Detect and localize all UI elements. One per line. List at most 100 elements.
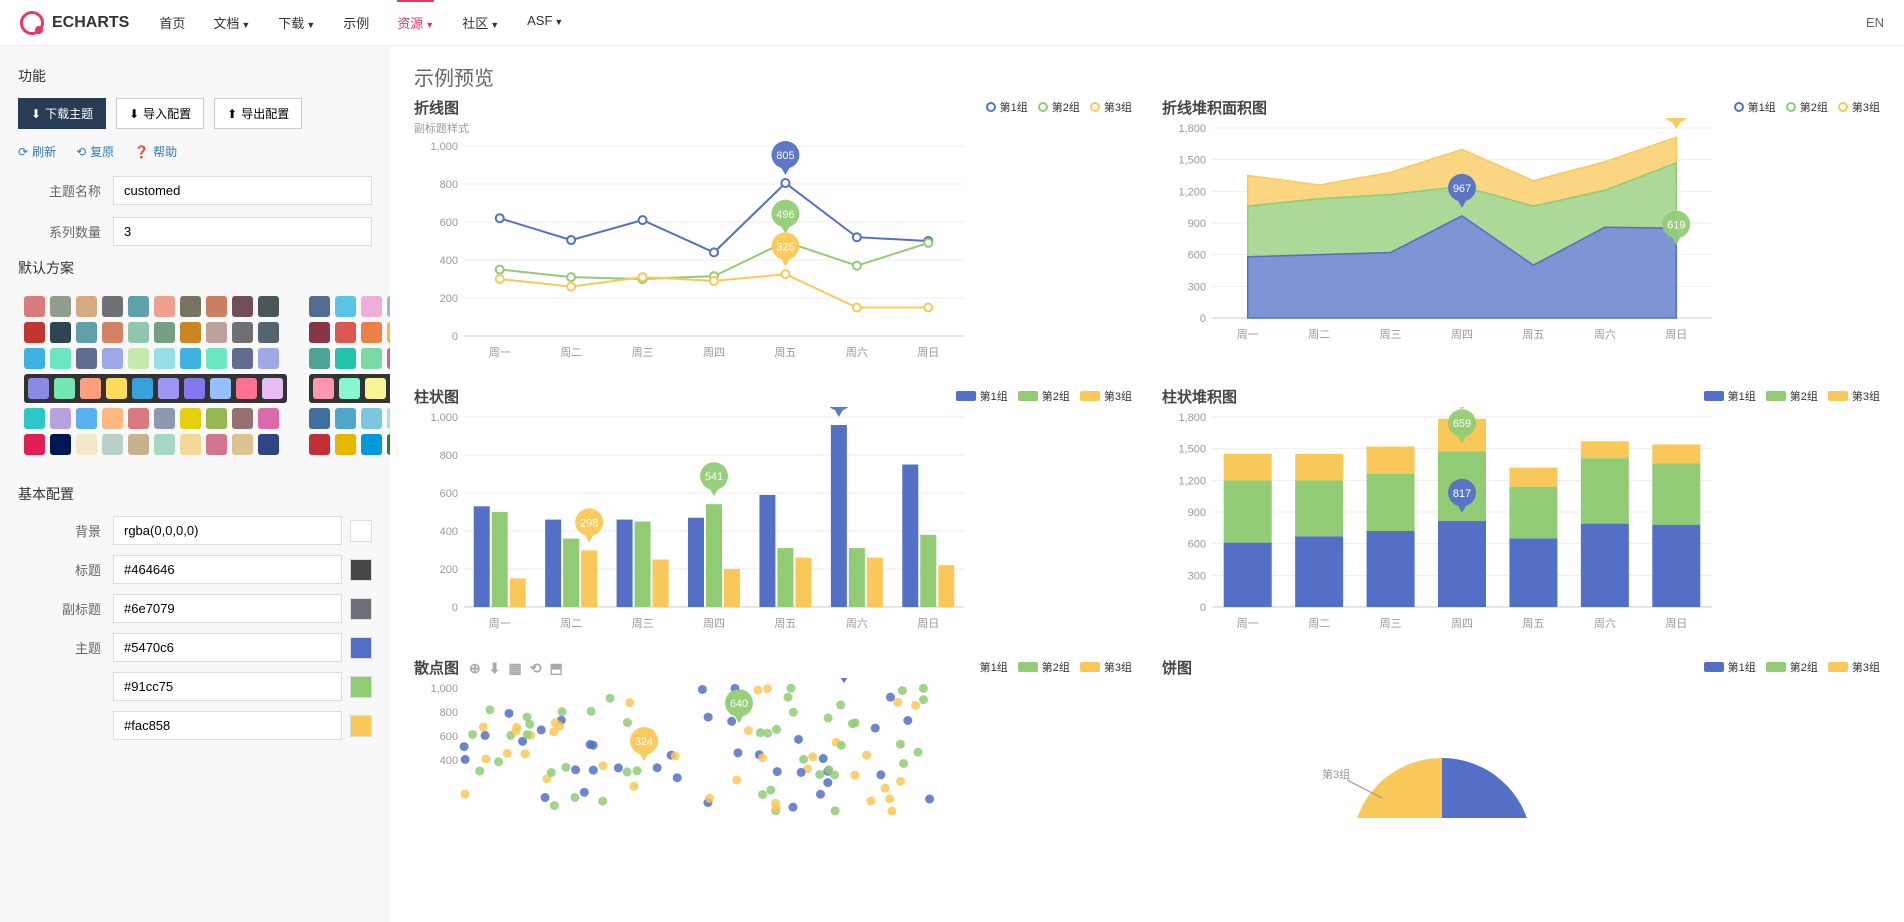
- legend-item[interactable]: 第2组: [1018, 388, 1070, 404]
- nav-item-5[interactable]: 社区▼: [462, 1, 499, 44]
- color-swatch[interactable]: [128, 348, 149, 369]
- refresh-link[interactable]: ⟳刷新: [18, 143, 56, 160]
- bg-chip[interactable]: [350, 520, 372, 542]
- import-config-button[interactable]: ⬇导入配置: [116, 98, 204, 129]
- color-swatch[interactable]: [180, 408, 201, 429]
- help-link[interactable]: ❓帮助: [134, 143, 177, 160]
- color-swatch[interactable]: [206, 322, 227, 343]
- color-swatch[interactable]: [361, 296, 382, 317]
- color-swatch[interactable]: [309, 434, 330, 455]
- save-icon[interactable]: ⬒: [549, 660, 562, 677]
- color-swatch[interactable]: [258, 434, 279, 455]
- legend-item[interactable]: 第3组: [1090, 99, 1132, 115]
- color-swatch[interactable]: [28, 378, 49, 399]
- color-swatch[interactable]: [24, 322, 45, 343]
- color-swatch[interactable]: [184, 378, 205, 399]
- color-swatch[interactable]: [309, 408, 330, 429]
- sub-color-chip[interactable]: [350, 598, 372, 620]
- color-swatch[interactable]: [24, 408, 45, 429]
- color-swatch[interactable]: [54, 378, 75, 399]
- color-swatch[interactable]: [158, 378, 179, 399]
- nav-item-6[interactable]: ASF▼: [527, 1, 563, 44]
- download-theme-button[interactable]: ⬇下载主题: [18, 98, 106, 129]
- legend-item[interactable]: 第2组: [1018, 659, 1070, 675]
- nav-item-2[interactable]: 下载▼: [278, 1, 315, 44]
- color-swatch[interactable]: [128, 296, 149, 317]
- color-swatch[interactable]: [50, 322, 71, 343]
- restore-icon[interactable]: ⟲: [530, 660, 542, 677]
- color-swatch[interactable]: [361, 322, 382, 343]
- legend-item[interactable]: 第1组: [986, 99, 1028, 115]
- color-swatch[interactable]: [76, 408, 97, 429]
- color-swatch[interactable]: [102, 408, 123, 429]
- color-swatch[interactable]: [76, 434, 97, 455]
- color-swatch[interactable]: [50, 296, 71, 317]
- color-swatch[interactable]: [206, 348, 227, 369]
- bg-input[interactable]: [113, 516, 342, 545]
- restore-link[interactable]: ⟲复原: [76, 143, 114, 160]
- sub-color-input[interactable]: [113, 594, 342, 623]
- color-swatch[interactable]: [206, 296, 227, 317]
- color-swatch[interactable]: [232, 408, 253, 429]
- legend-item[interactable]: 第3组: [1828, 659, 1880, 675]
- legend-item[interactable]: 第1组: [956, 388, 1008, 404]
- color-swatch[interactable]: [180, 322, 201, 343]
- theme-color-chip[interactable]: [350, 637, 372, 659]
- color-swatch[interactable]: [232, 296, 253, 317]
- color-swatch[interactable]: [76, 348, 97, 369]
- color-swatch[interactable]: [154, 296, 175, 317]
- color-swatch[interactable]: [258, 322, 279, 343]
- color-swatch[interactable]: [361, 408, 382, 429]
- legend-item[interactable]: 第1组: [1704, 659, 1756, 675]
- title-color-input[interactable]: [113, 555, 342, 584]
- color-swatch[interactable]: [154, 408, 175, 429]
- color-swatch[interactable]: [24, 348, 45, 369]
- export-config-button[interactable]: ⬆导出配置: [214, 98, 302, 129]
- color-swatch[interactable]: [309, 322, 330, 343]
- color-swatch[interactable]: [80, 378, 101, 399]
- color-swatch[interactable]: [132, 378, 153, 399]
- color-swatch[interactable]: [206, 408, 227, 429]
- legend-item[interactable]: 第3组: [1080, 388, 1132, 404]
- color-swatch[interactable]: [309, 348, 330, 369]
- download-icon[interactable]: ⬇: [489, 660, 501, 677]
- color-swatch[interactable]: [50, 434, 71, 455]
- color-swatch[interactable]: [210, 378, 231, 399]
- color-swatch[interactable]: [206, 434, 227, 455]
- color-swatch[interactable]: [102, 296, 123, 317]
- color-swatch[interactable]: [154, 434, 175, 455]
- color-swatch[interactable]: [236, 378, 257, 399]
- legend-item[interactable]: 第3组: [1828, 388, 1880, 404]
- color-swatch[interactable]: [365, 378, 386, 399]
- color-swatch[interactable]: [24, 434, 45, 455]
- nav-item-4[interactable]: 资源▼: [397, 1, 434, 44]
- legend-item[interactable]: 第1组: [1704, 388, 1756, 404]
- language-toggle[interactable]: EN: [1866, 15, 1884, 30]
- nav-item-1[interactable]: 文档▼: [213, 1, 250, 44]
- legend-item[interactable]: 第2组: [1766, 388, 1818, 404]
- color-swatch[interactable]: [154, 348, 175, 369]
- theme-color-input[interactable]: [113, 633, 342, 662]
- color-swatch[interactable]: [335, 296, 356, 317]
- color-swatch[interactable]: [335, 322, 356, 343]
- color-swatch[interactable]: [258, 296, 279, 317]
- color-swatch[interactable]: [262, 378, 283, 399]
- theme-color-chip[interactable]: [350, 715, 372, 737]
- color-swatch[interactable]: [154, 322, 175, 343]
- zoom-icon[interactable]: ⊕: [469, 660, 481, 677]
- series-count-input[interactable]: [113, 217, 372, 246]
- legend-item[interactable]: 第2组: [1786, 99, 1828, 115]
- theme-color-input[interactable]: [113, 711, 342, 740]
- logo[interactable]: ECHARTS: [20, 11, 129, 35]
- color-swatch[interactable]: [50, 408, 71, 429]
- color-swatch[interactable]: [335, 408, 356, 429]
- color-swatch[interactable]: [361, 348, 382, 369]
- color-swatch[interactable]: [128, 434, 149, 455]
- color-swatch[interactable]: [50, 348, 71, 369]
- theme-color-chip[interactable]: [350, 676, 372, 698]
- color-swatch[interactable]: [232, 322, 253, 343]
- color-swatch[interactable]: [232, 434, 253, 455]
- theme-name-input[interactable]: [113, 176, 372, 205]
- color-swatch[interactable]: [128, 322, 149, 343]
- legend-item[interactable]: 第1组: [1734, 99, 1776, 115]
